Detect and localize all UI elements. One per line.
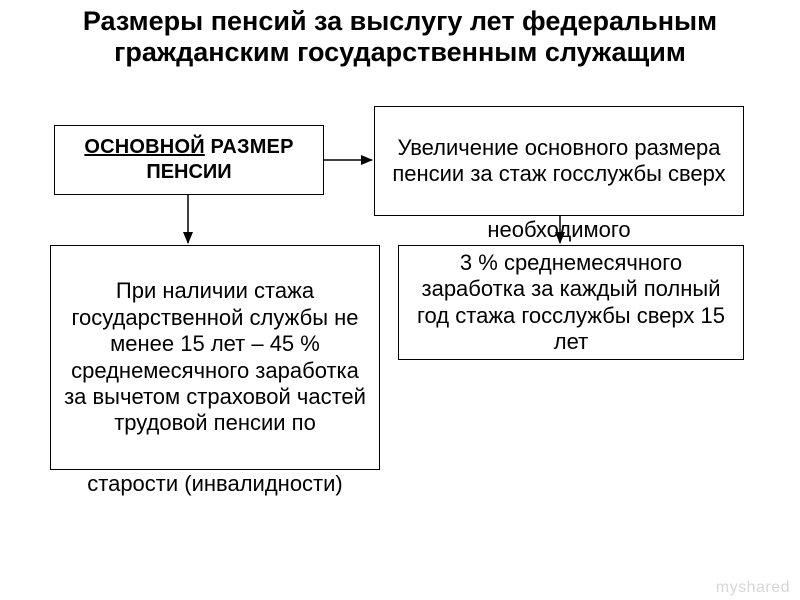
slide: Размеры пенсий за выслугу лет федеральны… — [0, 0, 800, 600]
box-three-percent: 3 % среднемесячного заработка за каждый … — [398, 245, 744, 360]
box-fifteen-years: При наличии стажа государственной службы… — [50, 245, 380, 470]
basic-line1-rest: РАЗМЕР — [205, 136, 294, 158]
box-increase-overflow: необходимого — [374, 217, 744, 243]
box-fifteen-overflow: старости (инвалидности) — [50, 471, 380, 497]
page-title: Размеры пенсий за выслугу лет федеральны… — [0, 6, 800, 68]
box-basic-text: ОСНОВНОЙ РАЗМЕР ПЕНСИИ — [84, 135, 293, 185]
basic-line2: ПЕНСИИ — [146, 161, 231, 183]
box-three-percent-text: 3 % среднемесячного заработка за каждый … — [409, 250, 733, 356]
watermark: myshared — [716, 579, 790, 597]
box-fifteen-text: При наличии стажа государственной службы… — [61, 278, 369, 436]
basic-underlined: ОСНОВНОЙ — [84, 136, 204, 158]
box-increase: Увеличение основного размера пенсии за с… — [374, 106, 744, 216]
box-basic-size: ОСНОВНОЙ РАЗМЕР ПЕНСИИ — [54, 125, 324, 195]
box-increase-text: Увеличение основного размера пенсии за с… — [385, 135, 733, 188]
